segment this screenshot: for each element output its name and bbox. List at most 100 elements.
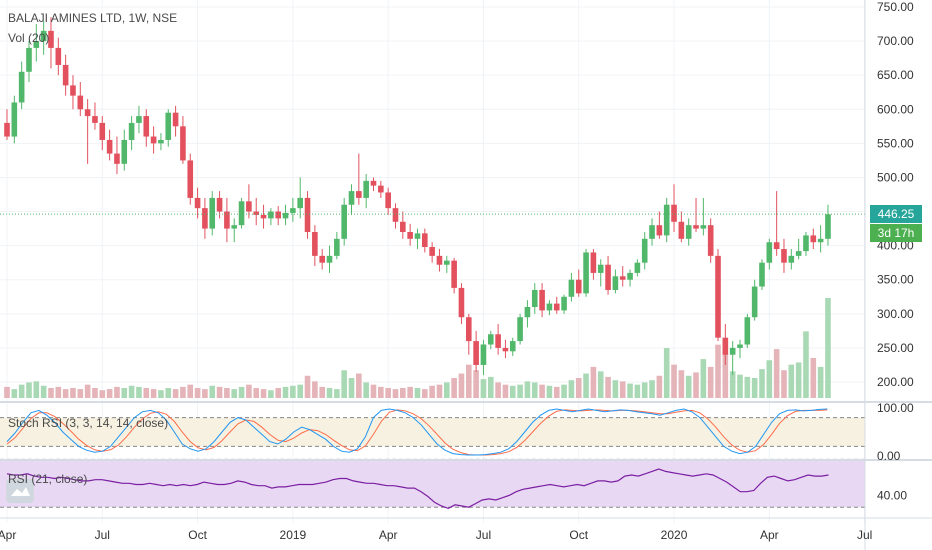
volume-bar bbox=[487, 376, 494, 398]
candle-body bbox=[392, 208, 399, 222]
candle-body bbox=[326, 255, 333, 263]
candle-body bbox=[253, 211, 260, 215]
candle-body bbox=[370, 180, 377, 186]
volume-bar bbox=[48, 388, 54, 398]
rsi-line bbox=[6, 468, 829, 510]
volume-bar bbox=[744, 376, 751, 398]
candle-body bbox=[106, 139, 113, 154]
price-tick-label: 700.00 bbox=[877, 34, 914, 48]
volume-bar bbox=[414, 388, 421, 398]
stoch-tick-label: 100.00 bbox=[877, 401, 914, 415]
volume-bar bbox=[627, 383, 633, 398]
volume-bar bbox=[707, 366, 714, 398]
volume-bar bbox=[517, 384, 523, 398]
volume-bar bbox=[209, 385, 216, 398]
candle-body bbox=[407, 232, 413, 239]
volume-bar bbox=[641, 382, 648, 398]
stoch-rsi-lines bbox=[6, 408, 828, 456]
price-tick-label: 500.00 bbox=[877, 170, 914, 184]
candle-body bbox=[114, 153, 120, 164]
candle-body bbox=[319, 255, 325, 263]
candle-body bbox=[33, 41, 40, 48]
candle-body bbox=[722, 337, 729, 355]
rsi-panel bbox=[0, 458, 865, 508]
volume-bar bbox=[356, 373, 362, 398]
volume-bar bbox=[194, 388, 201, 398]
volume-bar bbox=[458, 373, 465, 398]
candle-body bbox=[128, 122, 135, 140]
candle-body bbox=[656, 225, 663, 236]
candle-body bbox=[99, 122, 106, 140]
volume-bar bbox=[590, 366, 597, 398]
volume-bar bbox=[385, 388, 391, 398]
candle-body bbox=[356, 191, 362, 198]
volume-bar bbox=[400, 388, 406, 398]
volume-bar bbox=[180, 386, 186, 398]
candle-body bbox=[817, 238, 824, 243]
volume-bar bbox=[803, 331, 809, 398]
volume-bar bbox=[165, 388, 172, 398]
candle-body bbox=[759, 262, 765, 287]
candle-body bbox=[810, 235, 817, 243]
stoch-rsi-legend[interactable]: Stoch RSI (3, 3, 14, 14, close) bbox=[8, 416, 169, 430]
volume-bar bbox=[451, 378, 457, 398]
bar-countdown-tag: 3d 17h bbox=[870, 224, 922, 242]
candle-body bbox=[634, 262, 641, 273]
volume-bar bbox=[737, 374, 743, 398]
volume-bar bbox=[55, 386, 62, 398]
candle-body bbox=[92, 116, 98, 123]
stoch-d-line bbox=[6, 409, 828, 456]
candle-body bbox=[238, 201, 245, 226]
volume-bar bbox=[766, 360, 773, 398]
volume-bar bbox=[202, 389, 208, 398]
volume-bar bbox=[260, 389, 267, 398]
candle-body bbox=[803, 235, 809, 252]
candle-body bbox=[619, 276, 626, 280]
volume-bar bbox=[619, 381, 626, 398]
rsi-band bbox=[0, 459, 865, 508]
candle-body bbox=[678, 221, 685, 239]
candle-body bbox=[825, 214, 831, 239]
volume-legend[interactable]: Vol (20) bbox=[8, 31, 50, 45]
volume-bar bbox=[128, 385, 135, 398]
time-tick-label: Apr bbox=[379, 528, 398, 542]
volume-bar bbox=[634, 384, 641, 398]
candle-body bbox=[641, 238, 648, 263]
volume-bar bbox=[70, 388, 76, 398]
candle-body bbox=[715, 255, 721, 338]
volume-bar bbox=[524, 381, 531, 398]
time-axis[interactable]: Apr Jul Oct 2019 Apr Jul Oct 2020 Apr Jul bbox=[0, 528, 872, 542]
volume-bar bbox=[539, 384, 545, 398]
volume-bar bbox=[106, 389, 113, 398]
candle-body bbox=[766, 242, 773, 263]
candle-body bbox=[495, 334, 501, 348]
price-tick-label: 650.00 bbox=[877, 68, 914, 82]
volume-bar bbox=[370, 384, 377, 398]
candle-body bbox=[693, 225, 699, 229]
watermark-logo-icon[interactable] bbox=[6, 479, 34, 503]
price-axis[interactable]: 750.00700.00650.00600.00550.00500.00450.… bbox=[877, 0, 914, 502]
candle-body bbox=[795, 251, 802, 256]
candle-body bbox=[444, 260, 450, 265]
candle-body bbox=[385, 192, 391, 209]
candle-body bbox=[77, 95, 84, 110]
candle-body bbox=[334, 238, 340, 256]
candle-body bbox=[180, 126, 186, 161]
candle-body bbox=[458, 287, 465, 318]
time-tick-label: Apr bbox=[760, 528, 779, 542]
price-tick-label: 550.00 bbox=[877, 136, 914, 150]
volume-bar bbox=[575, 378, 582, 398]
rsi-legend[interactable]: RSI (21, close) bbox=[8, 472, 88, 486]
time-tick-label: 2019 bbox=[280, 528, 307, 542]
candle-body bbox=[546, 303, 553, 311]
candle-body bbox=[487, 334, 494, 345]
candle-body bbox=[341, 204, 347, 239]
volume-bars bbox=[4, 298, 831, 398]
candle-body bbox=[414, 233, 421, 239]
volume-bar bbox=[136, 386, 142, 398]
candle-body bbox=[348, 191, 355, 205]
volume-bar bbox=[114, 386, 120, 398]
volume-bar bbox=[33, 381, 40, 398]
price-tick-label: 300.00 bbox=[877, 307, 914, 321]
